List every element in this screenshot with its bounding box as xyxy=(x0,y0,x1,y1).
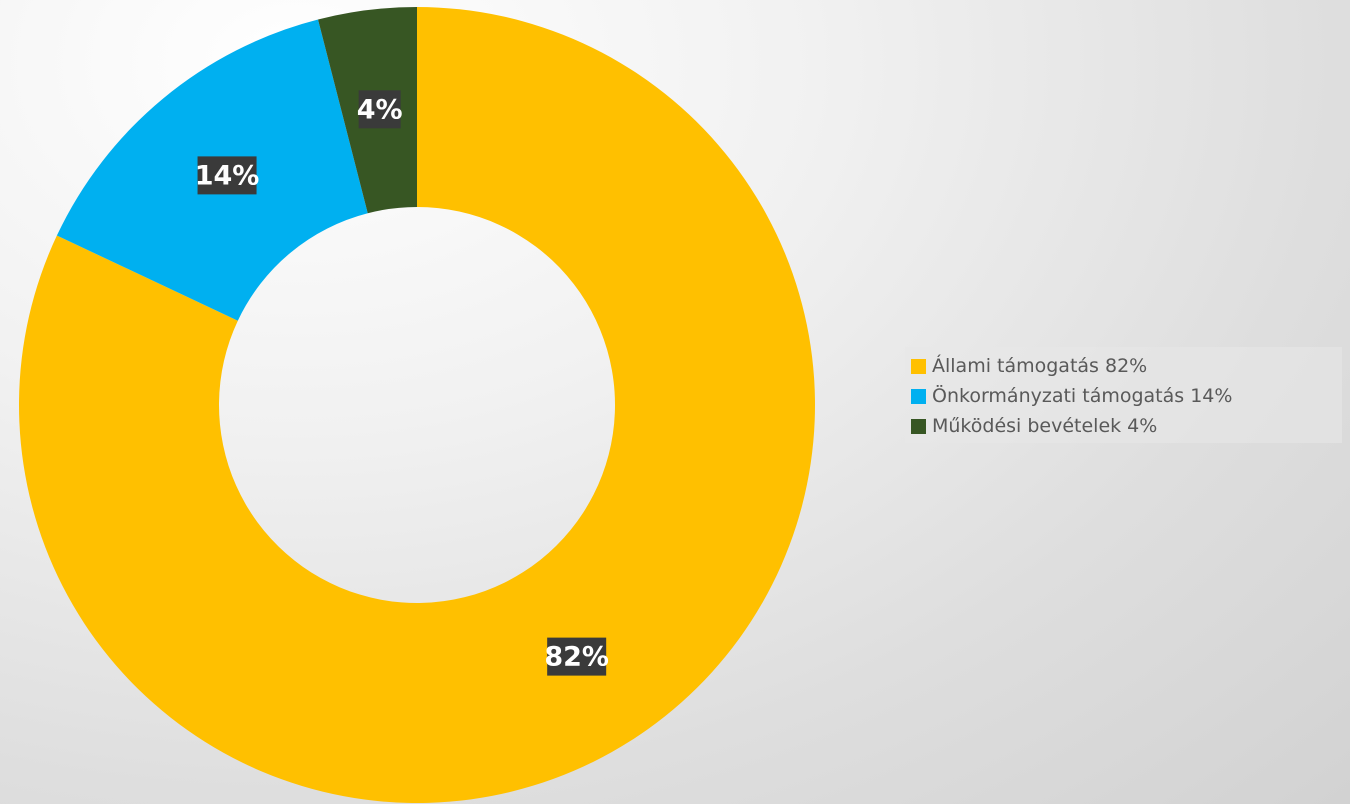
legend-swatch-onkormanyzati xyxy=(911,388,926,404)
legend-label-allami: Állami támogatás 82% xyxy=(932,355,1148,377)
data-labels: 82% 14% 4% xyxy=(195,90,609,676)
data-label-box-mukodesi xyxy=(358,90,401,129)
data-label-text-onkormanyzati: 14% xyxy=(195,160,260,191)
legend-item-onkormanyzati: Önkormányzati támogatás 14% xyxy=(911,381,1336,411)
slice-allami xyxy=(18,7,815,803)
data-label-mukodesi: 4% xyxy=(357,90,403,129)
legend-swatch-allami xyxy=(911,358,926,374)
chart-legend: Állami támogatás 82% Önkormányzati támog… xyxy=(905,347,1342,443)
legend-label-mukodesi: Működési bevételek 4% xyxy=(932,415,1158,437)
data-label-allami: 82% xyxy=(544,637,609,676)
donut-slices xyxy=(18,6,815,803)
legend-item-mukodesi: Működési bevételek 4% xyxy=(911,411,1336,441)
legend-label-onkormanyzati: Önkormányzati támogatás 14% xyxy=(932,385,1233,407)
data-label-text-mukodesi: 4% xyxy=(357,94,403,125)
legend-swatch-mukodesi xyxy=(911,418,926,434)
data-label-onkormanyzati: 14% xyxy=(195,156,260,195)
data-label-box-allami xyxy=(547,637,607,676)
legend-item-allami: Állami támogatás 82% xyxy=(911,351,1336,381)
data-label-box-onkormanyzati xyxy=(197,156,257,195)
data-label-text-allami: 82% xyxy=(544,642,609,673)
